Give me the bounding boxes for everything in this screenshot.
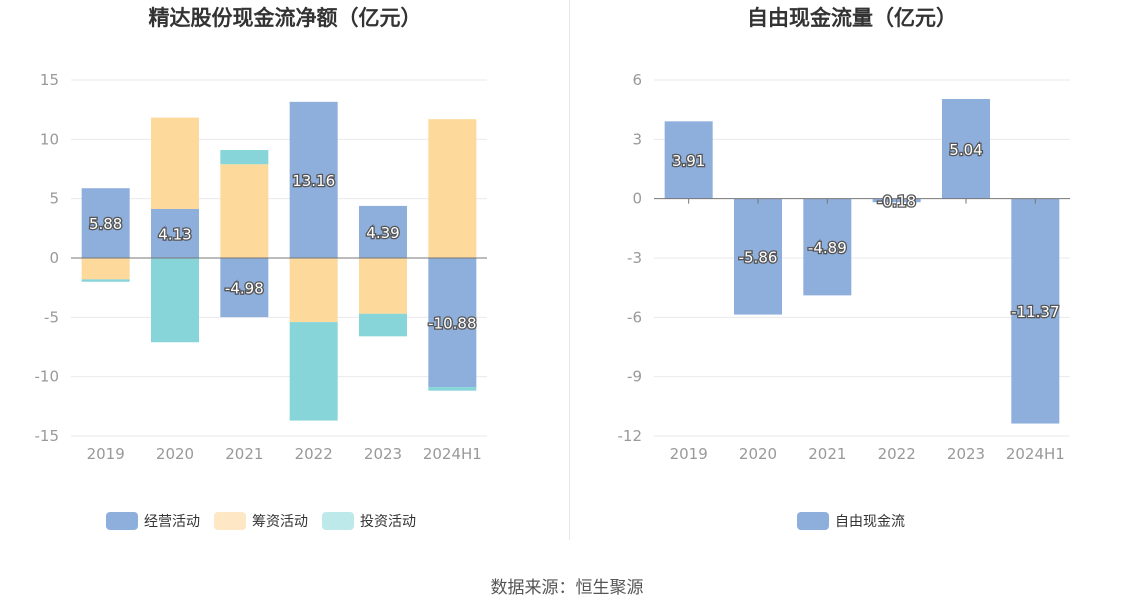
data-label: -11.37	[1011, 303, 1059, 321]
right-chart-legend: 自由现金流	[797, 510, 919, 532]
bar-series-2	[359, 313, 407, 337]
bar-primary	[428, 258, 477, 388]
x-tick-label: 2022	[295, 445, 333, 463]
x-tick-label: 2023	[947, 445, 985, 463]
bar-primary	[81, 188, 130, 258]
y-tick-label: -9	[627, 368, 642, 386]
data-label: -0.18	[877, 192, 916, 210]
data-label: 5.04	[949, 141, 982, 159]
bar-primary	[151, 208, 199, 258]
bar-series-1	[428, 119, 477, 258]
legend-item-investing[interactable]: 投资活动	[322, 511, 416, 531]
free-cash-flow-bar-chart: 6 3 0 -3 -6 -9 -12 2019 2020 2021 2022 2023 2024H1 3.…	[618, 71, 1070, 463]
data-label: 13.16	[292, 172, 335, 190]
x-tick-label: 2023	[364, 445, 402, 463]
x-tick-label: 2020	[739, 445, 777, 463]
bar-primary	[289, 101, 338, 259]
bar-series-2	[289, 322, 338, 421]
right-chart-title: 自由现金流量（亿元）	[747, 6, 957, 30]
legend-item-operating[interactable]: 经营活动	[106, 511, 200, 531]
x-tick-label: 2019	[87, 445, 125, 463]
y-tick-label: 10	[40, 130, 59, 148]
y-tick-label: -6	[627, 308, 642, 326]
y-tick-label: 3	[632, 130, 642, 148]
x-tick-label: 2021	[808, 445, 846, 463]
data-label: 4.13	[158, 225, 191, 243]
y-tick-label: -3	[627, 249, 642, 267]
bar-series-1	[220, 164, 269, 258]
left-chart-legend: 经营活动 筹资活动 投资活动	[106, 510, 430, 532]
y-tick-label: 5	[49, 190, 59, 208]
legend-label-investing: 投资活动	[360, 514, 416, 530]
bar-series-1	[81, 258, 130, 280]
bar-primary	[734, 198, 782, 315]
bar-series-1	[359, 258, 407, 314]
cash-flow-stacked-bar-chart: 15 10 5 0 -5 -10 -15 2019 2020 2021 2022 2023 2024H1…	[35, 71, 487, 463]
bar-series-2	[151, 258, 199, 343]
x-tick-label: 2024H1	[423, 445, 482, 463]
data-source-note: 数据来源：恒生聚源	[490, 578, 644, 598]
y-tick-label: -10	[35, 368, 60, 386]
legend-swatch-investing	[322, 512, 354, 530]
bar-series-1	[289, 258, 338, 323]
data-label: -5.86	[739, 249, 778, 267]
y-tick-label: 0	[49, 249, 59, 267]
data-label: 3.91	[672, 152, 705, 170]
bar-primary	[220, 258, 269, 318]
bar-primary	[803, 198, 852, 296]
data-label: 5.88	[89, 215, 122, 233]
data-label: 4.39	[366, 224, 399, 242]
bar-primary	[1011, 198, 1060, 424]
y-tick-label: -12	[618, 427, 643, 445]
data-label: -10.88	[428, 315, 476, 333]
legend-item-financing[interactable]: 筹资活动	[214, 511, 308, 531]
left-chart-title: 精达股份现金流净额（亿元）	[148, 6, 422, 30]
x-tick-label: 2019	[670, 445, 708, 463]
x-tick-label: 2021	[225, 445, 263, 463]
x-tick-label: 2022	[878, 445, 916, 463]
y-tick-label: 0	[632, 190, 642, 208]
bar-primary	[942, 98, 990, 199]
bar-primary	[359, 205, 407, 258]
data-label: -4.89	[808, 239, 847, 257]
data-label: -4.98	[225, 280, 264, 298]
legend-label-operating: 经营活动	[144, 514, 200, 530]
legend-item-free-cash-flow[interactable]: 自由现金流	[797, 511, 905, 531]
y-tick-label: -15	[35, 427, 60, 445]
bar-series-2	[428, 387, 477, 391]
bar-primary	[664, 121, 713, 199]
legend-swatch-free-cash-flow	[797, 512, 829, 530]
legend-swatch-financing	[214, 512, 246, 530]
y-tick-label: 6	[632, 71, 642, 89]
bar-series-2	[81, 279, 130, 282]
panel-divider	[569, 0, 570, 540]
bar-series-1	[151, 117, 199, 209]
x-tick-label: 2024H1	[1006, 445, 1065, 463]
bar-series-2	[220, 150, 269, 165]
legend-label-free-cash-flow: 自由现金流	[835, 514, 905, 530]
legend-label-financing: 筹资活动	[252, 514, 308, 530]
y-tick-label: 15	[40, 71, 59, 89]
x-tick-label: 2020	[156, 445, 194, 463]
y-tick-label: -5	[44, 308, 59, 326]
legend-swatch-operating	[106, 512, 138, 530]
